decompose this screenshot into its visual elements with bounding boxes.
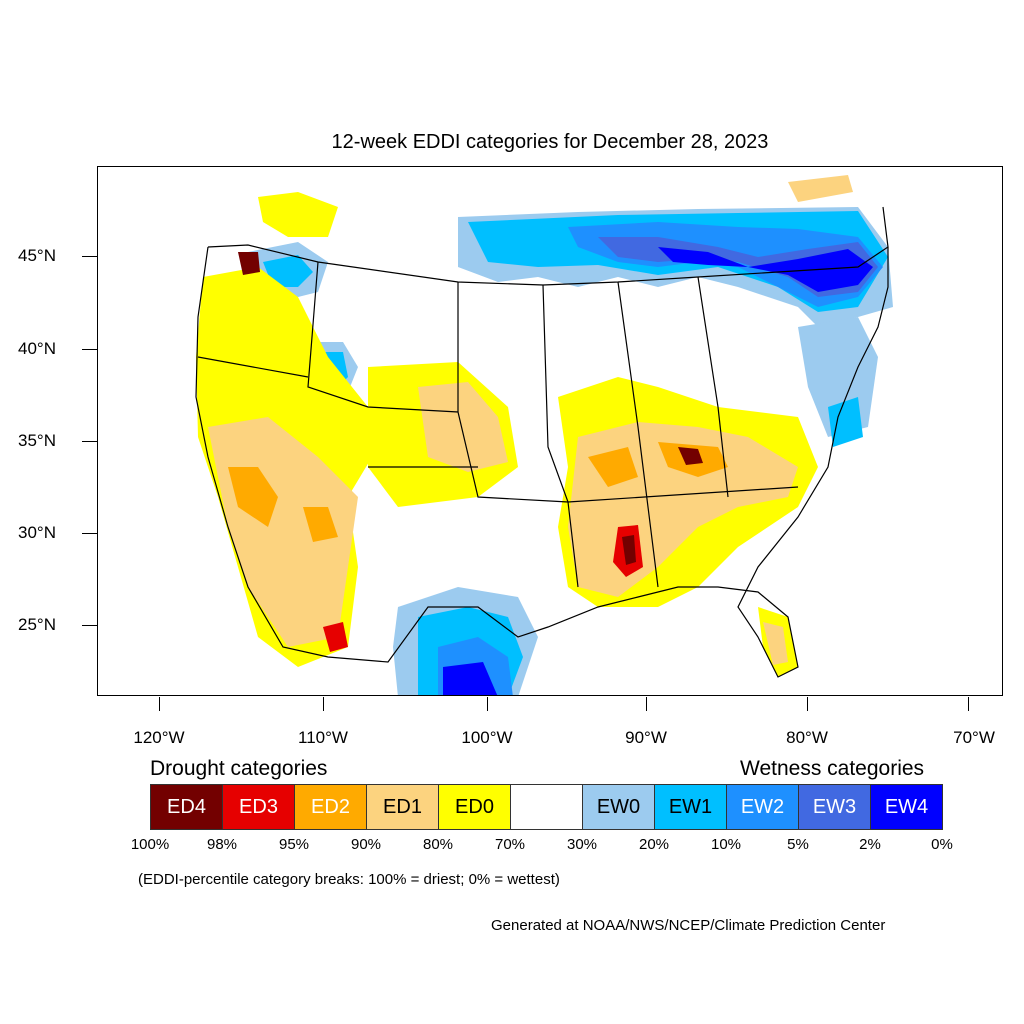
legend-cell-ed2: ED2 — [294, 784, 367, 830]
lat-label-25: 25°N — [18, 615, 56, 634]
wetness-heading: Wetness categories — [740, 757, 925, 780]
lat-tick — [82, 625, 97, 626]
lat-tick — [82, 441, 97, 442]
legend-cell-ew1: EW1 — [654, 784, 727, 830]
eddi-map — [195, 175, 893, 695]
drought-heading: Drought categories — [150, 757, 328, 780]
legend-break-label: 98% — [206, 836, 238, 853]
lon-tick — [159, 697, 160, 711]
boundaries — [195, 206, 889, 678]
lon-tick — [487, 697, 488, 711]
lon-tick — [807, 697, 808, 711]
lat-tick — [82, 533, 97, 534]
legend-cell-ew3: EW3 — [798, 784, 871, 830]
map-panel — [97, 166, 1003, 696]
legend-cell-ew4: EW4 — [870, 784, 943, 830]
legend-break-label: 70% — [494, 836, 526, 853]
legend-break-label: 90% — [350, 836, 382, 853]
legend-break-label: 10% — [710, 836, 742, 853]
legend-break-label: 95% — [278, 836, 310, 853]
legend-break-label: 2% — [859, 836, 881, 853]
lon-label-110: 110°W — [298, 728, 348, 747]
lat-label-40: 40°N — [18, 339, 56, 358]
lon-tick — [646, 697, 647, 711]
legend-break-label: 80% — [422, 836, 454, 853]
legend-cell-ed3: ED3 — [222, 784, 295, 830]
legend-colorbar: ED4 ED3 ED2 ED1 ED0 EW0 EW1 EW2 EW3 EW4 — [150, 784, 943, 830]
credit-line: Generated at NOAA/NWS/NCEP/Climate Predi… — [491, 917, 886, 934]
legend-break-label: 0% — [931, 836, 953, 853]
breaks-note: (EDDI-percentile category breaks: 100% =… — [138, 871, 560, 888]
legend-cell-neutral — [510, 784, 583, 830]
lat-label-45: 45°N — [18, 246, 56, 265]
legend-break-label: 100% — [130, 836, 170, 853]
legend-cell-ed0: ED0 — [438, 784, 511, 830]
lat-tick — [82, 256, 97, 257]
lon-label-120: 120°W — [133, 728, 185, 747]
lon-label-90: 90°W — [625, 728, 667, 747]
legend-break-label: 5% — [787, 836, 809, 853]
lat-label-30: 30°N — [18, 523, 56, 542]
legend-cell-ew2: EW2 — [726, 784, 799, 830]
lon-tick — [968, 697, 969, 711]
lon-label-80: 80°W — [786, 728, 828, 747]
lon-label-100: 100°W — [461, 728, 513, 747]
lon-label-70: 70°W — [953, 728, 995, 747]
lon-tick — [323, 697, 324, 711]
legend-cell-ed4: ED4 — [150, 784, 223, 830]
legend-cell-ew0: EW0 — [582, 784, 655, 830]
lat-tick — [82, 349, 97, 350]
legend-break-label: 20% — [638, 836, 670, 853]
legend-cell-ed1: ED1 — [366, 784, 439, 830]
map-title: 12-week EDDI categories for December 28,… — [331, 131, 769, 153]
drought-regions — [196, 175, 853, 677]
lat-label-35: 35°N — [18, 431, 56, 450]
legend-break-label: 30% — [566, 836, 598, 853]
